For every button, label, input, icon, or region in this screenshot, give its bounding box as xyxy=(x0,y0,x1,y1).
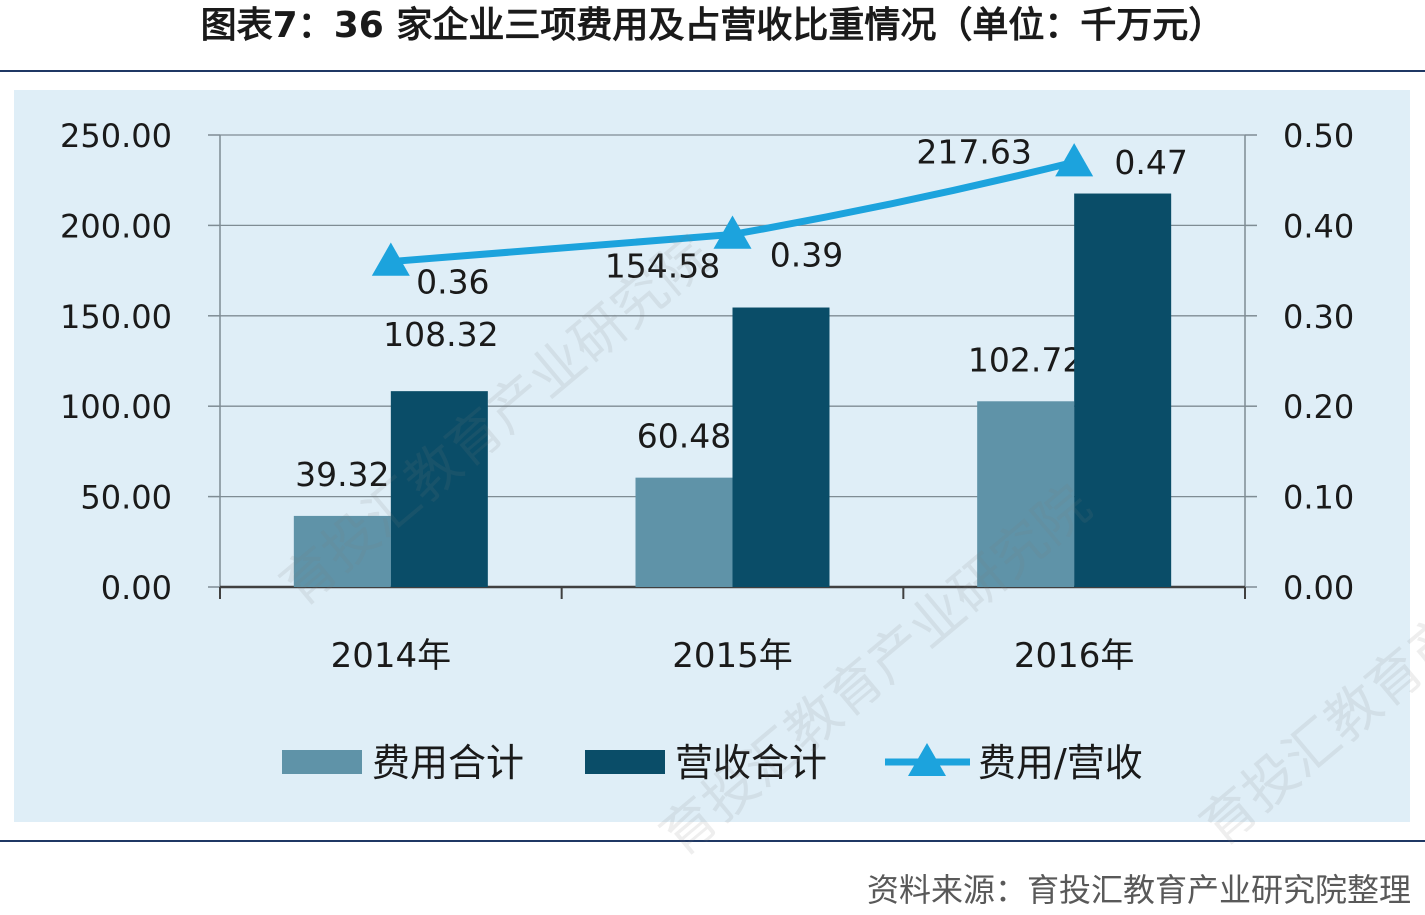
source-note: 资料来源：育投汇教育产业研究院整理 xyxy=(866,871,1411,909)
legend-label-revenue: 营收合计 xyxy=(675,741,827,785)
legend-label-expense: 费用合计 xyxy=(372,741,524,785)
ratio-marker xyxy=(713,215,752,249)
data-label-expense: 102.72 xyxy=(968,340,1083,379)
title-divider xyxy=(0,70,1425,72)
bar-expense xyxy=(977,401,1075,587)
chart-background xyxy=(14,90,1410,822)
y2-tick-label: 0.00 xyxy=(1283,569,1354,607)
data-label-ratio: 0.36 xyxy=(416,263,489,302)
ratio-marker xyxy=(371,242,410,276)
y2-tick-label: 0.10 xyxy=(1283,479,1354,517)
data-label-expense: 39.32 xyxy=(295,455,389,494)
y-tick-label: 200.00 xyxy=(60,207,172,245)
bar-revenue xyxy=(390,391,488,587)
y2-tick-label: 0.50 xyxy=(1283,117,1354,155)
data-label-expense: 60.48 xyxy=(637,417,731,456)
y-tick-label: 250.00 xyxy=(60,117,172,155)
bar-revenue xyxy=(732,307,830,587)
bar-revenue xyxy=(1074,193,1172,587)
legend-label-ratio: 费用/营收 xyxy=(978,741,1143,785)
x-tick-label: 2016年 xyxy=(1014,636,1135,676)
y-tick-label: 150.00 xyxy=(60,298,172,336)
y2-tick-label: 0.30 xyxy=(1283,298,1354,336)
y2-tick-label: 0.40 xyxy=(1283,207,1354,245)
y-tick-label: 100.00 xyxy=(60,388,172,426)
legend-swatch-revenue xyxy=(585,750,665,774)
y2-tick-label: 0.20 xyxy=(1283,388,1354,426)
legend-swatch-expense xyxy=(282,750,362,774)
y-tick-label: 0.00 xyxy=(101,569,172,607)
bar-expense xyxy=(293,515,391,587)
data-label-ratio: 0.39 xyxy=(770,235,843,274)
x-tick-label: 2015年 xyxy=(672,636,793,676)
data-label-ratio: 0.47 xyxy=(1114,143,1187,182)
bar-expense xyxy=(635,477,733,587)
x-tick-label: 2014年 xyxy=(331,636,452,676)
legend-marker-ratio xyxy=(908,743,946,776)
ratio-marker xyxy=(1055,143,1094,177)
data-label-revenue: 217.63 xyxy=(916,133,1031,172)
data-label-revenue: 108.32 xyxy=(383,315,498,354)
data-label-revenue: 154.58 xyxy=(605,247,720,286)
y-tick-label: 50.00 xyxy=(80,479,172,517)
chart-title: 图表7：36 家企业三项费用及占营收比重情况（单位：千万元） xyxy=(200,5,1225,46)
footer-divider xyxy=(0,840,1425,842)
